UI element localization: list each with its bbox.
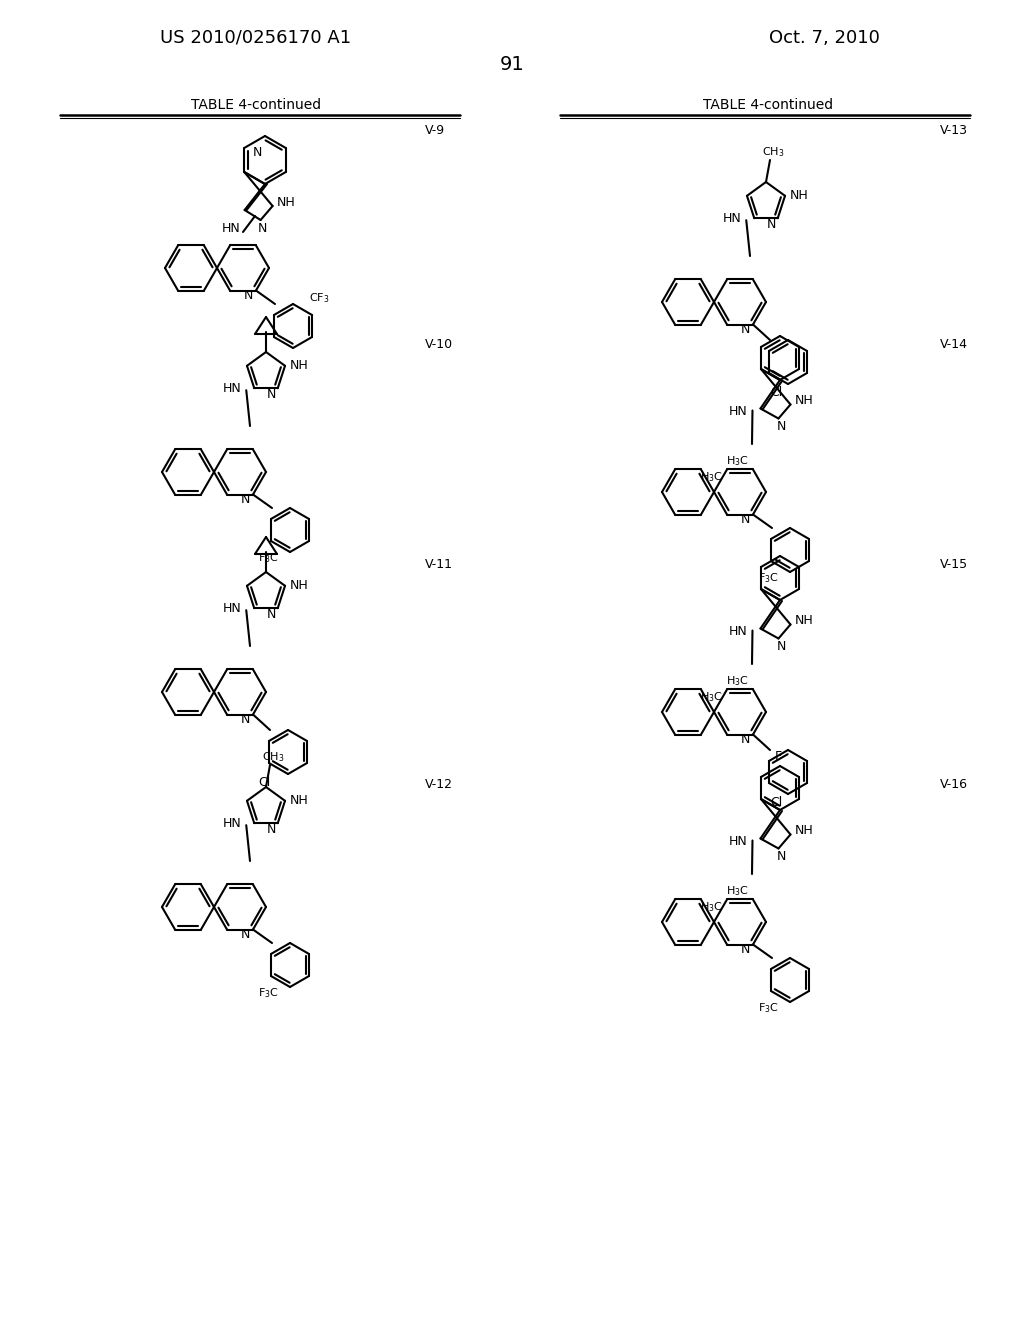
- Text: N: N: [777, 640, 786, 653]
- Text: V-13: V-13: [940, 124, 968, 136]
- Text: V-12: V-12: [425, 779, 453, 792]
- Text: V-9: V-9: [425, 124, 445, 136]
- Text: F$_3$C: F$_3$C: [758, 1001, 779, 1015]
- Text: H$_3$C: H$_3$C: [726, 454, 749, 469]
- Text: H$_3$C: H$_3$C: [700, 900, 723, 915]
- Text: HN: HN: [221, 222, 241, 235]
- Text: N: N: [267, 822, 276, 836]
- Text: N: N: [241, 713, 250, 726]
- Text: HN: HN: [729, 405, 748, 418]
- Text: NH: NH: [790, 189, 808, 202]
- Text: F$_3$C: F$_3$C: [258, 552, 279, 565]
- Text: F$_3$C: F$_3$C: [758, 572, 779, 585]
- Text: HN: HN: [729, 836, 748, 847]
- Text: N: N: [267, 607, 276, 620]
- Text: V-11: V-11: [425, 558, 453, 572]
- Text: TABLE 4-continued: TABLE 4-continued: [190, 98, 322, 112]
- Text: HN: HN: [723, 211, 741, 224]
- Text: NH: NH: [290, 579, 308, 593]
- Text: F$_3$C: F$_3$C: [258, 986, 279, 1001]
- Text: N: N: [267, 388, 276, 401]
- Text: HN: HN: [223, 381, 242, 395]
- Text: Cl: Cl: [770, 796, 782, 808]
- Text: N: N: [740, 733, 750, 746]
- Text: NH: NH: [795, 393, 814, 407]
- Text: N: N: [740, 942, 750, 956]
- Text: H$_3$C: H$_3$C: [700, 471, 723, 484]
- Text: V-10: V-10: [425, 338, 454, 351]
- Text: N: N: [740, 323, 750, 337]
- Text: V-14: V-14: [940, 338, 968, 351]
- Text: N: N: [244, 289, 253, 302]
- Text: US 2010/0256170 A1: US 2010/0256170 A1: [160, 29, 351, 48]
- Text: CH$_3$: CH$_3$: [262, 750, 285, 764]
- Text: H$_3$C: H$_3$C: [726, 675, 749, 689]
- Text: V-16: V-16: [940, 779, 968, 792]
- Text: CF$_3$: CF$_3$: [309, 292, 330, 305]
- Text: HN: HN: [223, 817, 242, 830]
- Text: V-15: V-15: [940, 558, 968, 572]
- Text: CH$_3$: CH$_3$: [762, 145, 784, 158]
- Text: NH: NH: [795, 614, 814, 627]
- Text: Oct. 7, 2010: Oct. 7, 2010: [769, 29, 880, 48]
- Text: NH: NH: [290, 795, 308, 808]
- Text: N: N: [777, 850, 786, 863]
- Text: N: N: [241, 928, 250, 941]
- Text: NH: NH: [795, 824, 814, 837]
- Text: NH: NH: [290, 359, 308, 372]
- Text: 91: 91: [500, 55, 524, 74]
- Text: HN: HN: [729, 624, 748, 638]
- Text: NH: NH: [278, 197, 296, 210]
- Text: Cl: Cl: [258, 776, 270, 788]
- Text: N: N: [252, 145, 262, 158]
- Text: N: N: [740, 513, 750, 525]
- Text: F: F: [774, 750, 781, 763]
- Text: Cl: Cl: [770, 385, 782, 399]
- Text: N: N: [241, 492, 250, 506]
- Text: N: N: [767, 218, 776, 231]
- Text: N: N: [777, 420, 786, 433]
- Text: H$_3$C: H$_3$C: [700, 690, 723, 705]
- Text: HN: HN: [223, 602, 242, 615]
- Text: TABLE 4-continued: TABLE 4-continued: [702, 98, 834, 112]
- Text: N: N: [258, 222, 267, 235]
- Text: H$_3$C: H$_3$C: [726, 884, 749, 899]
